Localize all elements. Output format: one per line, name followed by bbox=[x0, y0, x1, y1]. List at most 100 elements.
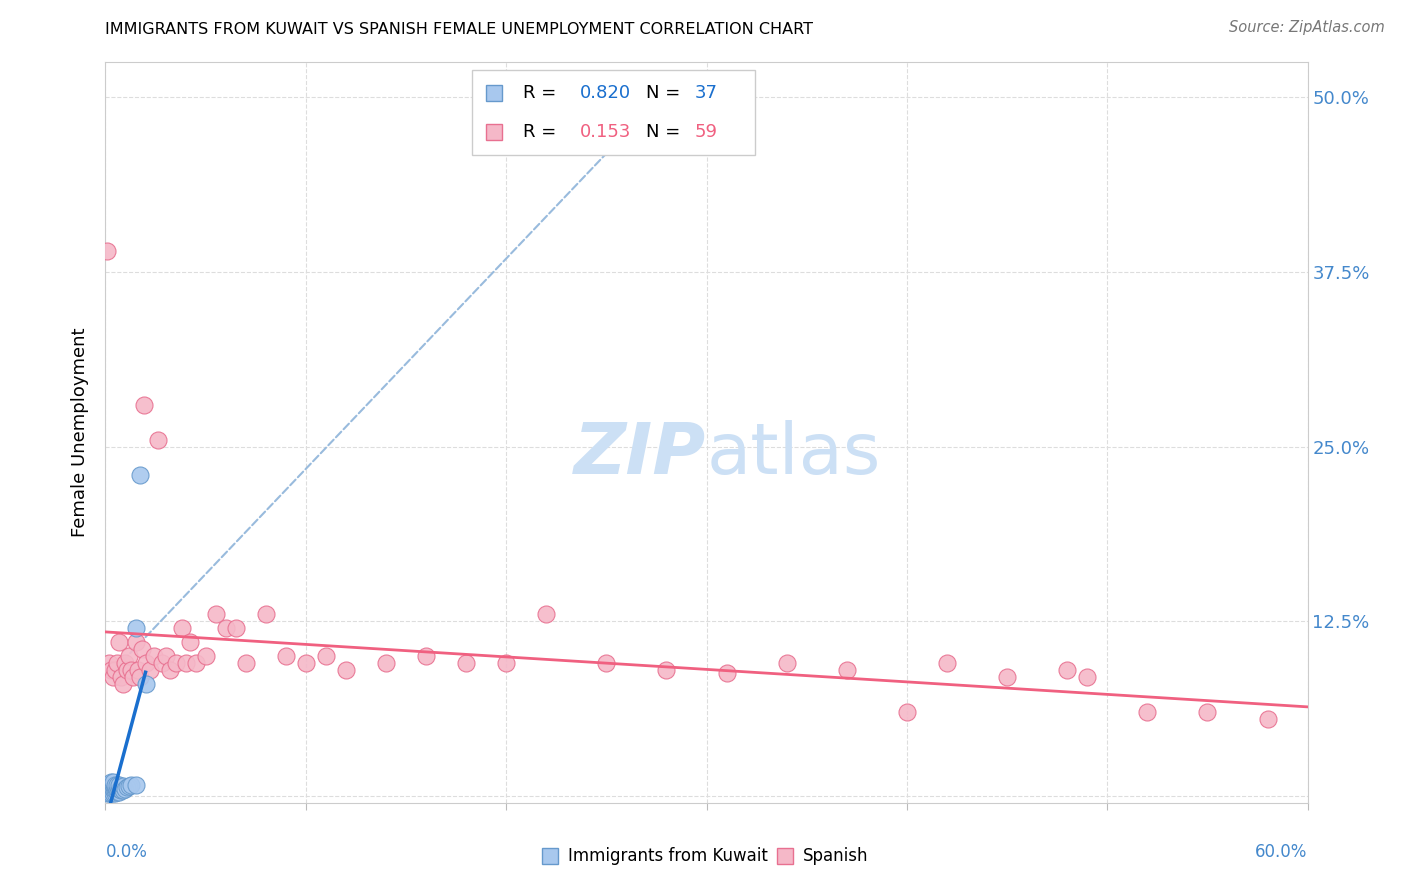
Point bbox=[655, 663, 678, 677]
Point bbox=[100, 786, 122, 800]
Point bbox=[124, 635, 146, 649]
Text: 0.153: 0.153 bbox=[581, 123, 631, 141]
Text: 0.820: 0.820 bbox=[581, 84, 631, 102]
Point bbox=[110, 783, 132, 797]
Point bbox=[374, 656, 398, 670]
Point bbox=[174, 656, 197, 670]
Text: Immigrants from Kuwait: Immigrants from Kuwait bbox=[568, 847, 768, 865]
Point bbox=[100, 778, 122, 792]
Point bbox=[122, 670, 145, 684]
Point bbox=[315, 649, 337, 664]
Text: Source: ZipAtlas.com: Source: ZipAtlas.com bbox=[1229, 20, 1385, 35]
Point bbox=[835, 663, 858, 677]
Point bbox=[117, 663, 139, 677]
Point bbox=[128, 467, 150, 482]
Point bbox=[114, 656, 136, 670]
Point bbox=[295, 656, 318, 670]
Text: atlas: atlas bbox=[707, 420, 882, 490]
Text: 37: 37 bbox=[695, 84, 717, 102]
Text: Spanish: Spanish bbox=[803, 847, 868, 865]
Text: R =: R = bbox=[523, 123, 561, 141]
Point bbox=[118, 779, 141, 793]
FancyBboxPatch shape bbox=[472, 70, 755, 155]
Point bbox=[131, 642, 153, 657]
Point bbox=[108, 778, 131, 792]
Point bbox=[1257, 712, 1279, 726]
Point bbox=[117, 780, 139, 795]
Point bbox=[155, 649, 177, 664]
Point bbox=[146, 433, 169, 447]
Point bbox=[128, 670, 150, 684]
Point bbox=[415, 649, 437, 664]
Text: R =: R = bbox=[523, 84, 561, 102]
Point bbox=[135, 677, 157, 691]
Point bbox=[159, 663, 181, 677]
Y-axis label: Female Unemployment: Female Unemployment bbox=[72, 328, 90, 537]
Point bbox=[103, 670, 125, 684]
Point bbox=[100, 783, 122, 797]
Text: ZIP: ZIP bbox=[574, 420, 707, 490]
Text: 59: 59 bbox=[695, 123, 717, 141]
Point bbox=[112, 677, 135, 691]
Point bbox=[716, 665, 738, 680]
Point bbox=[96, 778, 118, 792]
Point bbox=[108, 635, 131, 649]
Point bbox=[150, 656, 173, 670]
Point bbox=[103, 775, 125, 789]
Point bbox=[534, 607, 557, 622]
Point bbox=[96, 781, 118, 796]
Point bbox=[98, 656, 121, 670]
Point bbox=[112, 779, 135, 793]
Point bbox=[194, 649, 217, 664]
Point bbox=[112, 783, 135, 797]
Point bbox=[107, 656, 129, 670]
Point bbox=[595, 656, 617, 670]
Point bbox=[335, 663, 357, 677]
Point bbox=[1136, 705, 1159, 719]
Point bbox=[107, 778, 129, 792]
Point bbox=[103, 786, 125, 800]
Point bbox=[127, 663, 149, 677]
Text: N =: N = bbox=[647, 84, 686, 102]
Point bbox=[495, 656, 517, 670]
Point bbox=[104, 783, 127, 797]
Point bbox=[121, 778, 143, 792]
Point bbox=[142, 649, 165, 664]
Point bbox=[204, 607, 226, 622]
Point bbox=[995, 670, 1018, 684]
Text: N =: N = bbox=[647, 123, 686, 141]
Point bbox=[896, 705, 918, 719]
Point bbox=[235, 656, 257, 670]
Point bbox=[108, 784, 131, 798]
Point bbox=[107, 784, 129, 798]
Point bbox=[104, 786, 127, 800]
Point bbox=[96, 786, 118, 800]
Point bbox=[214, 621, 236, 635]
Point bbox=[170, 621, 193, 635]
Point bbox=[936, 656, 959, 670]
Point bbox=[124, 778, 146, 792]
Point bbox=[1056, 663, 1078, 677]
Point bbox=[118, 649, 141, 664]
Point bbox=[98, 779, 121, 793]
Point bbox=[98, 786, 121, 800]
Point bbox=[104, 778, 127, 792]
Point bbox=[100, 775, 122, 789]
Point bbox=[107, 781, 129, 796]
Point bbox=[165, 656, 187, 670]
Point bbox=[135, 656, 157, 670]
Point bbox=[225, 621, 247, 635]
Point bbox=[110, 780, 132, 795]
Point bbox=[98, 783, 121, 797]
Point bbox=[132, 398, 155, 412]
Point bbox=[114, 781, 136, 796]
Point bbox=[179, 635, 201, 649]
Point bbox=[1197, 705, 1219, 719]
Point bbox=[100, 663, 122, 677]
Point bbox=[124, 621, 146, 635]
Text: 60.0%: 60.0% bbox=[1256, 843, 1308, 861]
Point bbox=[103, 778, 125, 792]
Point bbox=[104, 780, 127, 795]
Point bbox=[100, 780, 122, 795]
Point bbox=[184, 656, 207, 670]
